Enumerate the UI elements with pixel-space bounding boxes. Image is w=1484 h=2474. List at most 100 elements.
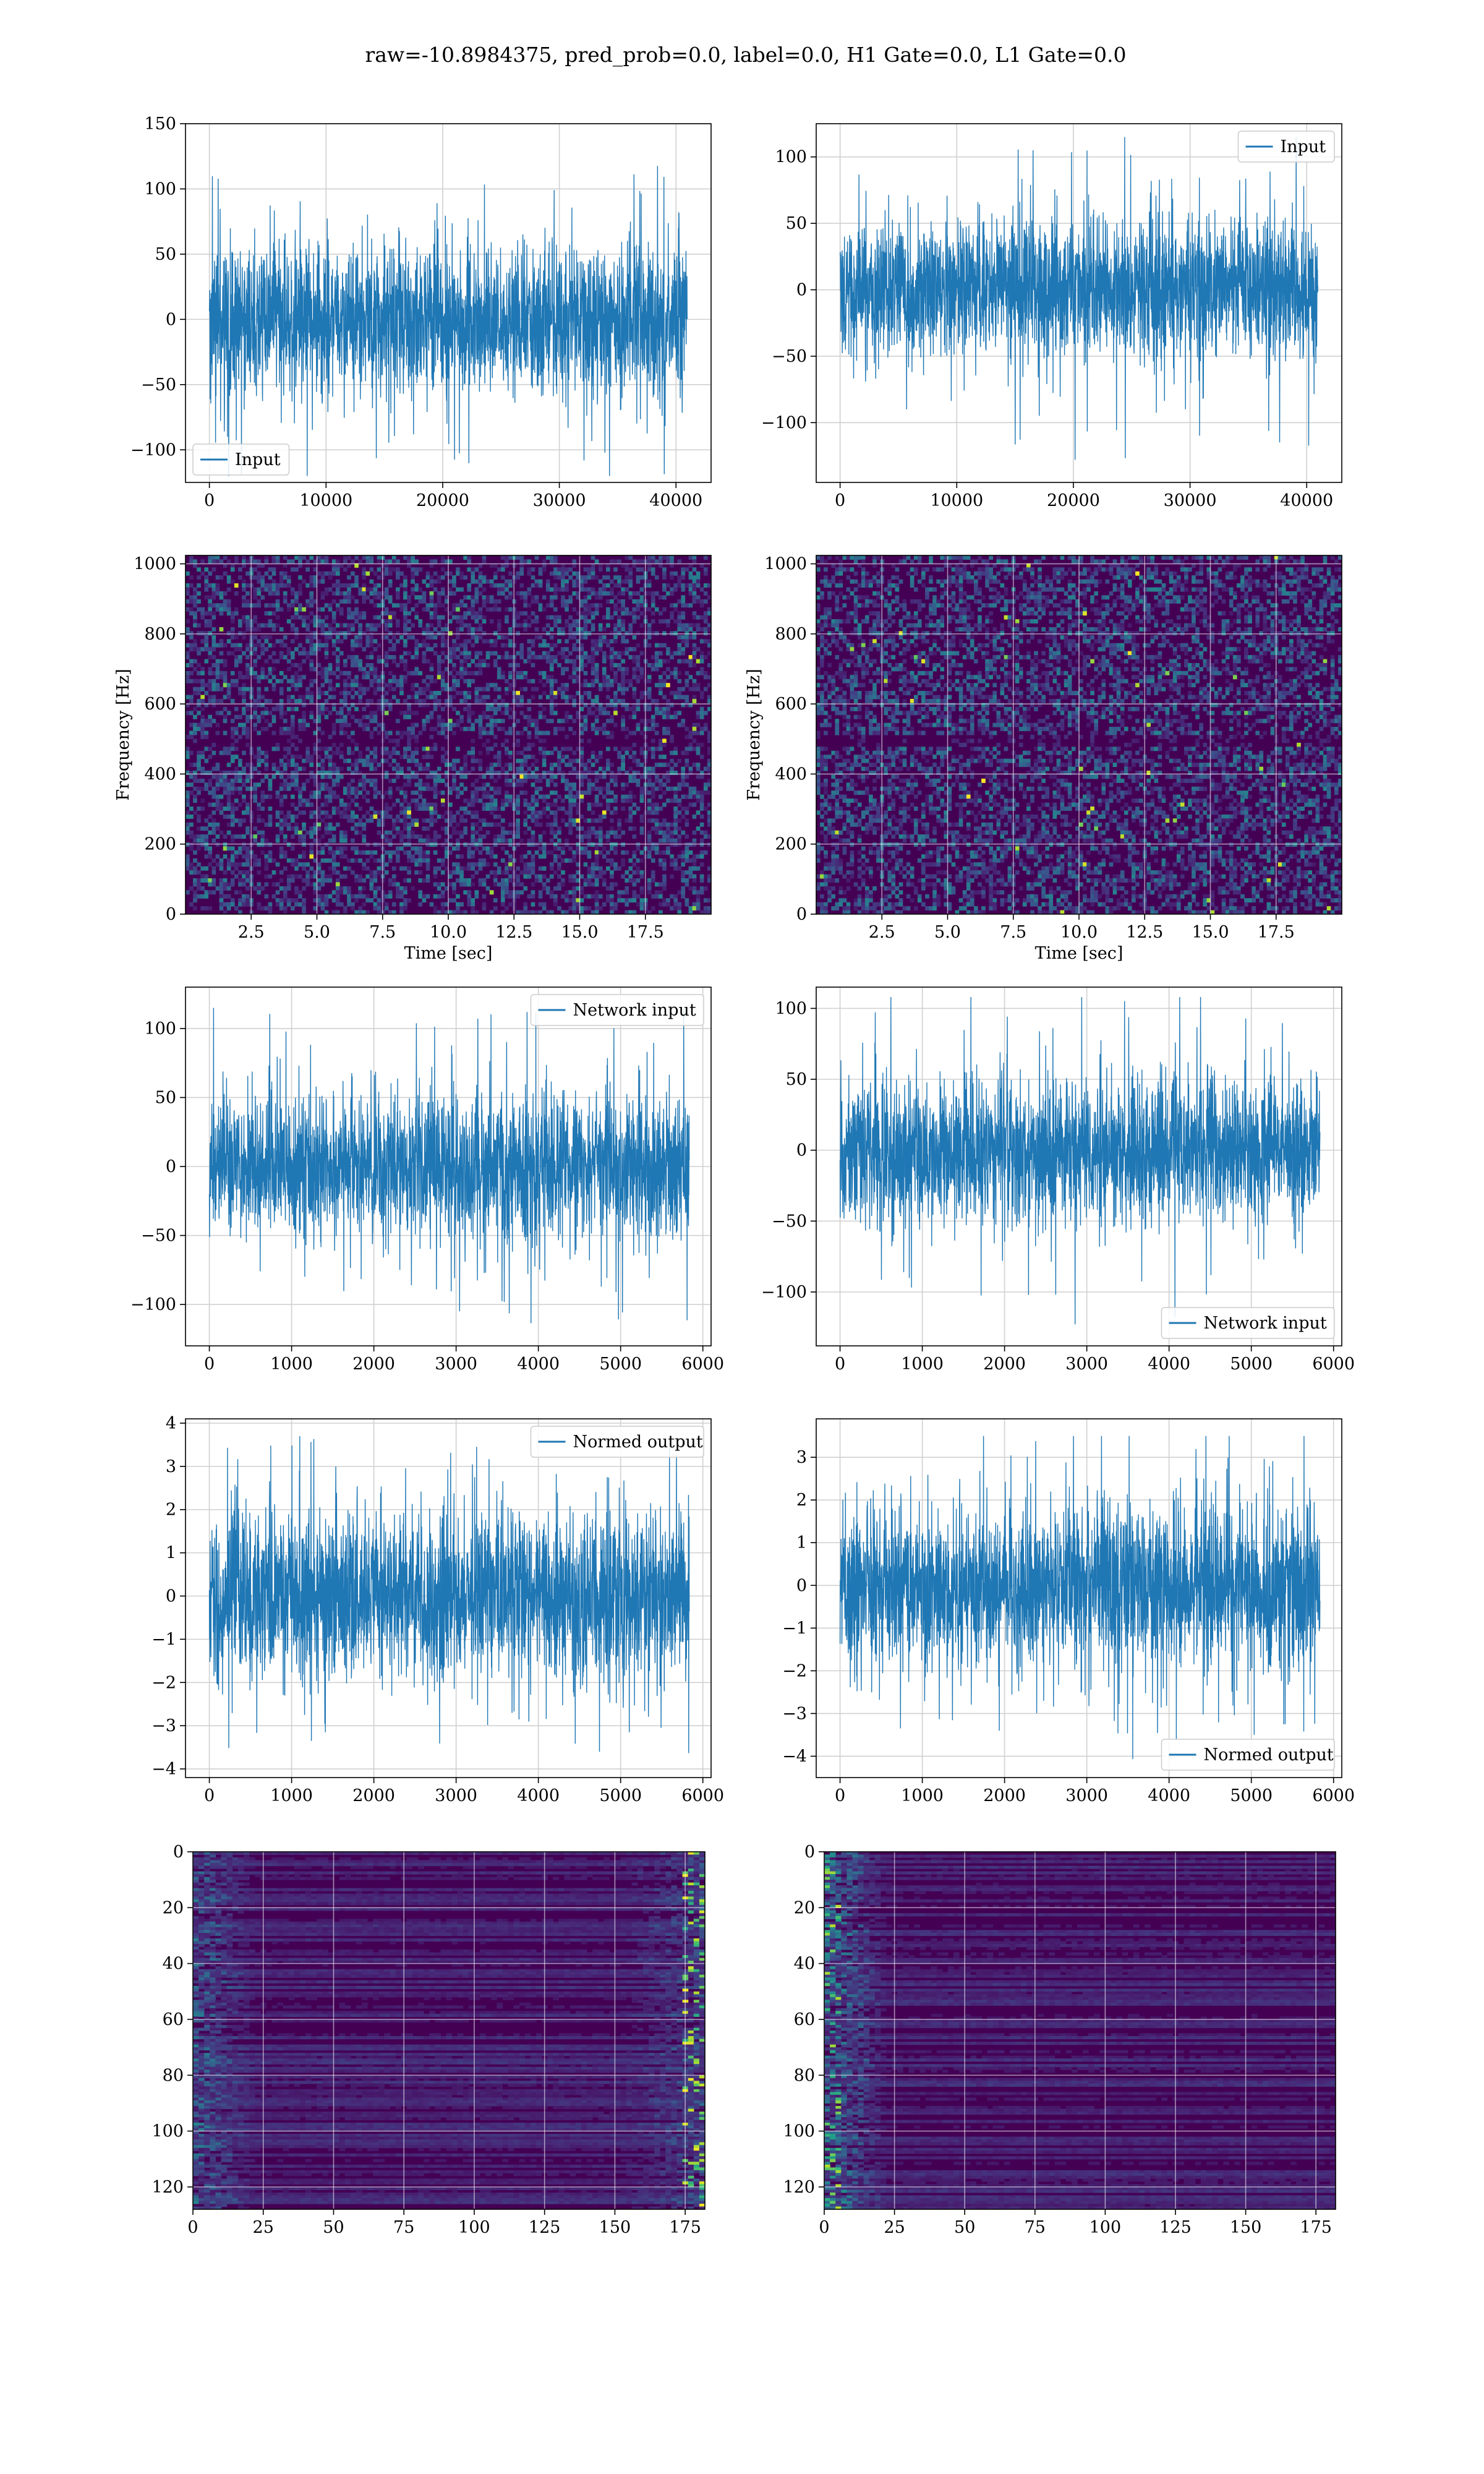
heatmap-cell bbox=[230, 846, 235, 851]
heatmap-cell bbox=[516, 571, 520, 576]
heatmap-cell bbox=[189, 555, 194, 560]
heatmap-cell bbox=[313, 750, 318, 755]
heatmap-cell bbox=[305, 583, 310, 588]
heatmap-cell bbox=[467, 862, 472, 867]
heatmap-cell bbox=[692, 655, 697, 660]
heatmap-cell bbox=[632, 850, 637, 855]
heatmap-cell bbox=[647, 830, 652, 835]
heatmap-cell bbox=[572, 782, 577, 787]
heatmap-cell bbox=[613, 559, 618, 564]
heatmap-cell bbox=[485, 607, 490, 612]
heatmap-cell bbox=[234, 678, 239, 683]
heatmap-cell bbox=[279, 771, 284, 775]
heatmap-cell bbox=[305, 722, 310, 727]
heatmap-cell bbox=[268, 778, 273, 783]
heatmap-cell bbox=[553, 623, 558, 628]
heatmap-cell bbox=[659, 651, 663, 656]
heatmap-cell bbox=[452, 675, 456, 680]
heatmap-cell bbox=[613, 711, 618, 716]
heatmap-cell bbox=[238, 670, 242, 675]
heatmap-cell bbox=[298, 838, 302, 843]
heatmap-cell bbox=[508, 778, 513, 783]
heatmap-cell bbox=[650, 619, 655, 624]
heatmap-cell bbox=[654, 631, 659, 636]
heatmap-cell bbox=[684, 639, 689, 644]
heatmap-cell bbox=[591, 639, 595, 644]
heatmap-cell bbox=[309, 846, 314, 851]
heatmap-cell bbox=[606, 735, 610, 739]
heatmap-cell bbox=[519, 782, 524, 787]
heatmap-cell bbox=[223, 555, 228, 560]
heatmap-cell bbox=[467, 587, 472, 592]
heatmap-cell bbox=[519, 567, 524, 572]
heatmap-cell bbox=[200, 683, 205, 688]
heatmap-cell bbox=[377, 623, 382, 628]
heatmap-cell bbox=[448, 814, 453, 819]
heatmap-cell bbox=[253, 659, 257, 664]
heatmap-cell bbox=[362, 691, 367, 696]
heatmap-cell bbox=[471, 607, 475, 612]
heatmap-cell bbox=[279, 786, 284, 791]
heatmap-cell bbox=[602, 810, 607, 815]
heatmap-cell bbox=[561, 567, 565, 572]
heatmap-cell bbox=[557, 846, 561, 851]
heatmap-cell bbox=[523, 603, 528, 608]
heatmap-cell bbox=[662, 575, 667, 580]
heatmap-cell bbox=[230, 786, 235, 791]
heatmap-cell bbox=[456, 822, 460, 827]
heatmap-cell bbox=[636, 643, 641, 648]
heatmap-cell bbox=[542, 563, 547, 568]
heatmap-cell bbox=[572, 794, 577, 799]
heatmap-cell bbox=[519, 711, 524, 716]
heatmap-cell bbox=[440, 639, 445, 644]
heatmap-cell bbox=[677, 643, 682, 648]
heatmap-cell bbox=[204, 719, 209, 724]
heatmap-cell bbox=[662, 822, 667, 827]
heatmap-cell bbox=[696, 750, 701, 755]
heatmap-cell bbox=[418, 782, 423, 787]
heatmap-cell bbox=[549, 635, 554, 640]
heatmap-cell bbox=[384, 862, 389, 867]
heatmap-cell bbox=[621, 727, 625, 732]
heatmap-cell bbox=[463, 595, 467, 600]
heatmap-cell bbox=[358, 807, 362, 811]
heatmap-cell bbox=[425, 862, 430, 867]
heatmap-cell bbox=[467, 663, 472, 667]
heatmap-cell bbox=[572, 750, 577, 755]
heatmap-cell bbox=[309, 771, 314, 775]
heatmap-cell bbox=[384, 663, 389, 667]
heatmap-cell bbox=[505, 802, 509, 807]
heatmap-cell bbox=[531, 794, 535, 799]
heatmap-cell bbox=[557, 758, 561, 763]
heatmap-cell bbox=[302, 834, 306, 839]
heatmap-cell bbox=[677, 579, 682, 584]
heatmap-cell bbox=[388, 687, 393, 691]
heatmap-cell bbox=[471, 766, 475, 771]
heatmap-cell bbox=[587, 595, 592, 600]
heatmap-cell bbox=[286, 786, 291, 791]
heatmap-cell bbox=[230, 758, 235, 763]
heatmap-cell bbox=[294, 822, 299, 827]
heatmap-cell bbox=[403, 575, 407, 580]
heatmap-cell bbox=[542, 846, 547, 851]
heatmap-cell bbox=[534, 790, 539, 795]
heatmap-cell bbox=[407, 778, 411, 783]
heatmap-cell bbox=[448, 822, 453, 827]
heatmap-cell bbox=[519, 643, 524, 648]
heatmap-cell bbox=[692, 802, 697, 807]
heatmap-cell bbox=[452, 603, 456, 608]
heatmap-cell bbox=[234, 818, 239, 823]
heatmap-cell bbox=[692, 591, 697, 596]
heatmap-cell bbox=[197, 575, 201, 580]
heatmap-cell bbox=[365, 722, 370, 727]
heatmap-cell bbox=[666, 798, 670, 803]
heatmap-cell bbox=[440, 826, 445, 831]
heatmap-cell bbox=[305, 750, 310, 755]
heatmap-cell bbox=[617, 655, 621, 660]
heatmap-cell bbox=[621, 691, 625, 696]
heatmap-cell bbox=[459, 790, 464, 795]
heatmap-cell bbox=[467, 631, 472, 636]
heatmap-cell bbox=[343, 683, 348, 688]
heatmap-cell bbox=[414, 750, 419, 755]
heatmap-cell bbox=[523, 755, 528, 760]
